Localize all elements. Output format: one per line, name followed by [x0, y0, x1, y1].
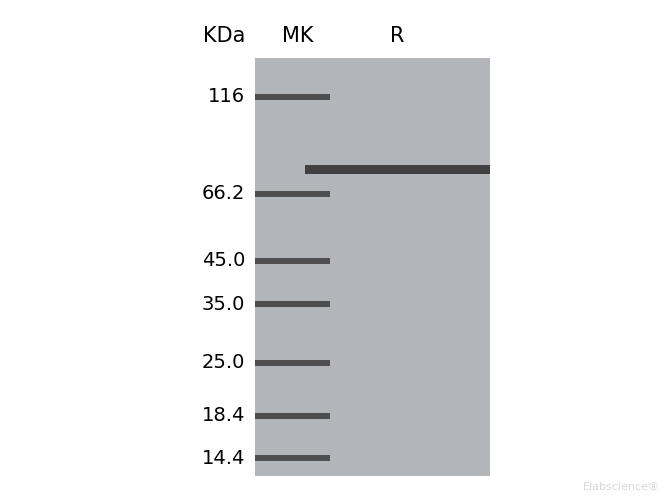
- Text: 25.0: 25.0: [202, 353, 245, 372]
- Bar: [255, 413, 330, 419]
- Text: 35.0: 35.0: [202, 295, 245, 314]
- Text: 66.2: 66.2: [202, 184, 245, 204]
- Text: R: R: [391, 26, 405, 46]
- Text: MK: MK: [282, 26, 314, 46]
- Bar: [255, 258, 330, 264]
- Text: Elabscience®: Elabscience®: [583, 482, 660, 492]
- Text: 14.4: 14.4: [202, 449, 245, 468]
- Bar: [255, 58, 490, 476]
- Bar: [255, 94, 330, 100]
- Bar: [305, 166, 490, 174]
- Bar: [255, 360, 330, 366]
- Text: KDa: KDa: [202, 26, 245, 46]
- Bar: [255, 191, 330, 197]
- Text: 18.4: 18.4: [202, 406, 245, 426]
- Bar: [255, 456, 330, 462]
- Bar: [255, 302, 330, 308]
- Text: 45.0: 45.0: [202, 252, 245, 270]
- Text: 116: 116: [208, 87, 245, 106]
